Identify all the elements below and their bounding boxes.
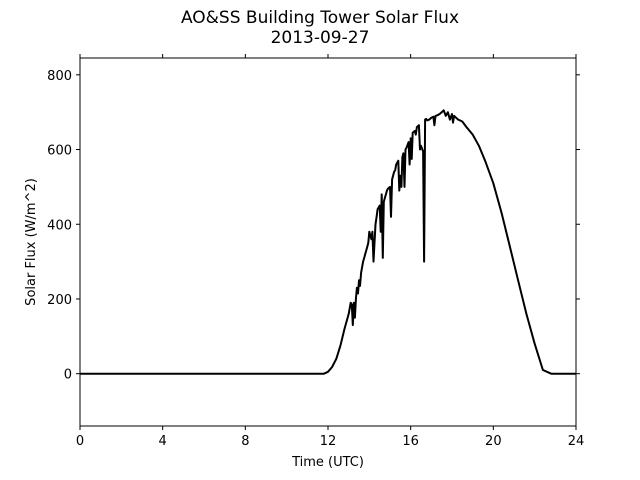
y-tick-label: 400: [47, 218, 72, 233]
x-axis: 0 4 8 12 16 20 24: [76, 54, 584, 449]
chart-title: AO&SS Building Tower Solar Flux: [180, 8, 460, 28]
y-tick-label: 200: [47, 293, 72, 308]
x-axis-label: Time (UTC): [291, 455, 364, 470]
y-axis-label: Solar Flux (W/m^2): [24, 178, 39, 306]
x-tick-label: 12: [320, 434, 337, 449]
solar-flux-line: [80, 109, 576, 375]
x-tick-label: 0: [76, 434, 84, 449]
x-tick-label: 24: [568, 434, 585, 449]
x-tick-label: 20: [485, 434, 502, 449]
chart-subtitle: 2013-09-27: [270, 28, 370, 48]
y-tick-label: 0: [64, 368, 72, 383]
x-tick-label: 8: [241, 434, 249, 449]
y-axis: 0 200 400 600 800: [47, 69, 580, 383]
y-tick-label: 600: [47, 144, 72, 159]
x-tick-label: 4: [159, 434, 167, 449]
y-tick-label: 800: [47, 69, 72, 84]
x-tick-label: 16: [402, 434, 419, 449]
plot-area: [80, 109, 576, 375]
